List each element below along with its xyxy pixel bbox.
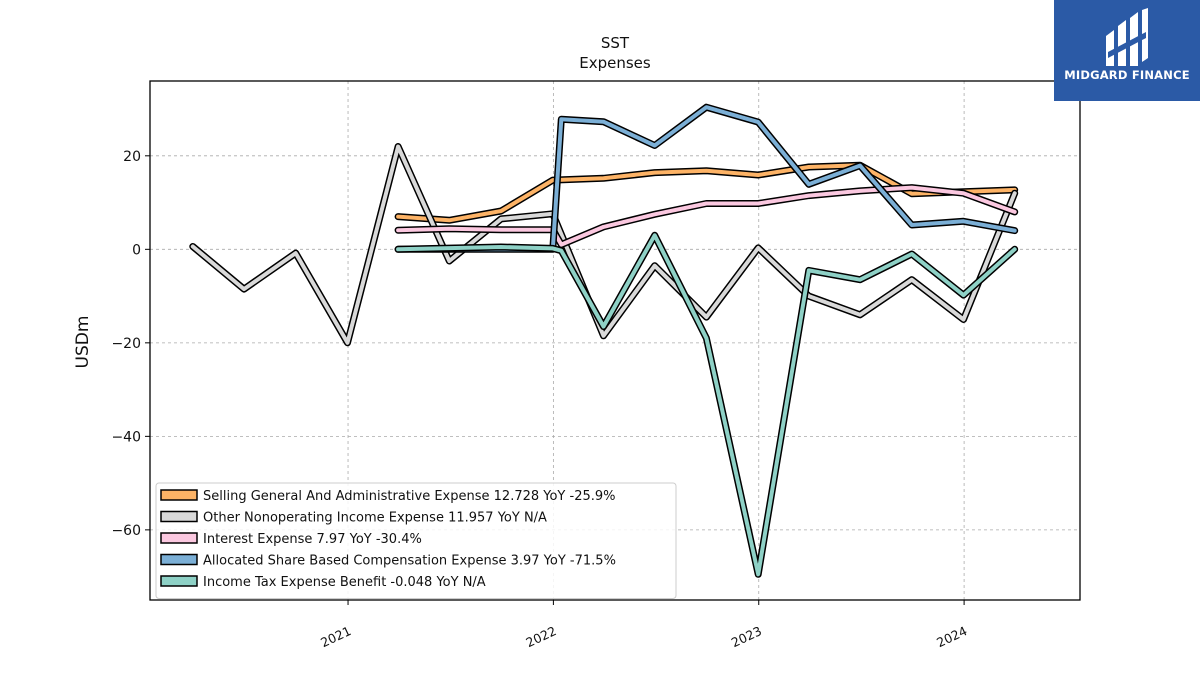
- legend-swatch: [160, 510, 198, 523]
- series-line: [396, 185, 1017, 247]
- x-tick-label: 2022: [523, 623, 558, 650]
- series-line: [396, 105, 1017, 252]
- y-tick-label: 0: [132, 242, 141, 258]
- chart-title: SST: [601, 34, 630, 52]
- x-tick-label: 2023: [729, 623, 764, 650]
- legend-label: Other Nonoperating Income Expense 11.957…: [203, 511, 547, 526]
- y-tick-label: −20: [111, 336, 141, 352]
- x-tick-label: 2021: [318, 623, 353, 650]
- legend-swatch: [160, 532, 198, 544]
- series-1: [189, 143, 1019, 347]
- legend-swatch: [160, 489, 198, 501]
- legend-label: Allocated Share Based Compensation Expen…: [203, 554, 616, 569]
- legend-label: Income Tax Expense Benefit -0.048 YoY N/…: [203, 575, 486, 590]
- series-line: [190, 144, 1017, 345]
- legend-label: Interest Expense 7.97 YoY -30.4%: [203, 532, 422, 547]
- y-axis-label: USDm: [73, 316, 93, 369]
- brand-name: MIDGARD FINANCE: [1064, 68, 1190, 82]
- legend-box: [155, 482, 677, 599]
- plot-frame: [149, 80, 1081, 601]
- y-tick-label: −40: [111, 429, 141, 445]
- series-0: [394, 161, 1019, 224]
- series-layer: [189, 103, 1019, 578]
- y-tick-label: 20: [123, 149, 141, 165]
- series-line: [396, 233, 1017, 577]
- series-2: [394, 184, 1019, 249]
- series-line: [396, 163, 1017, 223]
- legend-swatch: [160, 553, 198, 566]
- series-3: [394, 103, 1019, 253]
- legend-label: Selling General And Administrative Expen…: [203, 489, 616, 504]
- brand-logo: MIDGARD FINANCE: [1054, 0, 1200, 101]
- x-tick-label: 2024: [934, 623, 969, 650]
- series-4: [394, 231, 1019, 578]
- midgard-logo-icon: [1106, 8, 1148, 66]
- chart-subtitle: Expenses: [579, 54, 651, 72]
- y-tick-label: −60: [111, 523, 141, 539]
- legend: Selling General And Administrative Expen…: [155, 482, 677, 599]
- legend-swatch: [160, 575, 198, 587]
